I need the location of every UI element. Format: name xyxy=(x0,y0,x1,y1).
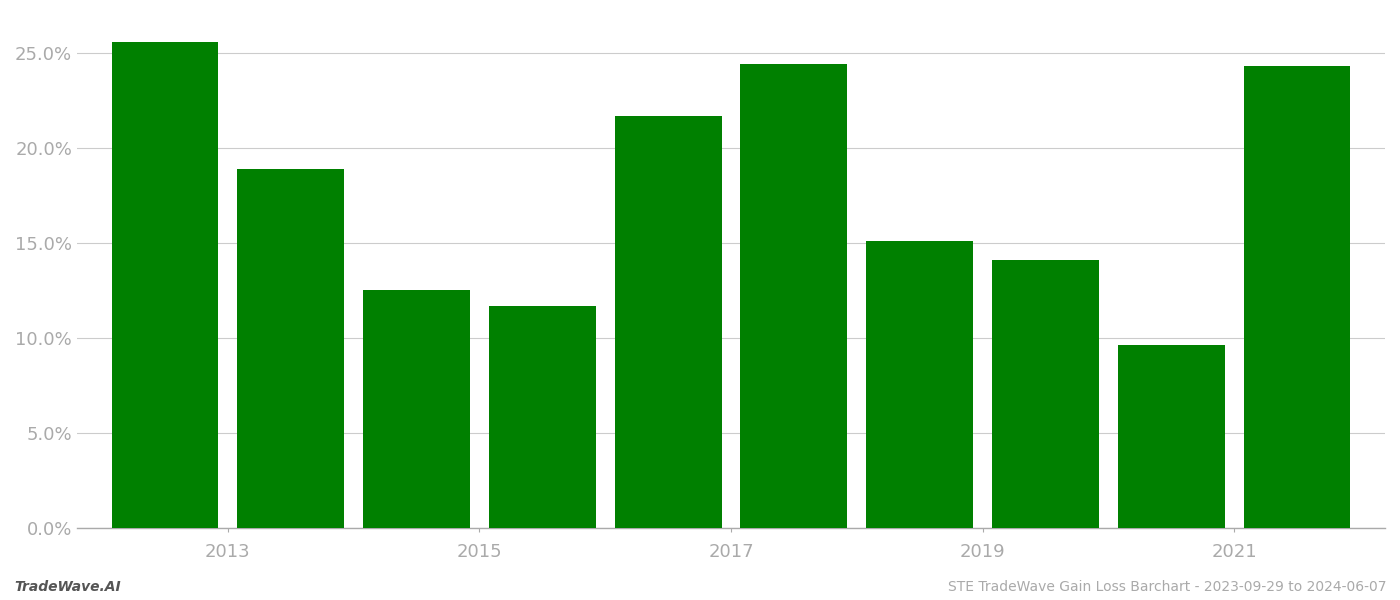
Bar xyxy=(867,241,973,528)
Text: STE TradeWave Gain Loss Barchart - 2023-09-29 to 2024-06-07: STE TradeWave Gain Loss Barchart - 2023-… xyxy=(948,580,1386,594)
Bar xyxy=(993,260,1099,528)
Bar xyxy=(489,305,596,528)
Bar xyxy=(1117,346,1225,528)
Bar xyxy=(1243,66,1351,528)
Bar xyxy=(741,64,847,528)
Bar xyxy=(615,116,721,528)
Bar xyxy=(112,41,218,528)
Text: TradeWave.AI: TradeWave.AI xyxy=(14,580,120,594)
Bar xyxy=(363,290,470,528)
Bar xyxy=(238,169,344,528)
